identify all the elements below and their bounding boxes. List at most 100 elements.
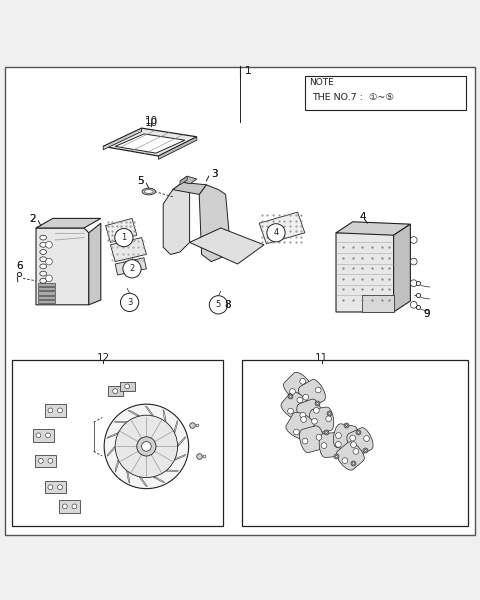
Circle shape bbox=[294, 429, 300, 435]
Polygon shape bbox=[178, 436, 185, 446]
Circle shape bbox=[336, 442, 341, 447]
Circle shape bbox=[115, 229, 133, 247]
Bar bbox=[35, 455, 56, 467]
Circle shape bbox=[300, 379, 306, 384]
Polygon shape bbox=[283, 372, 312, 401]
Circle shape bbox=[209, 296, 228, 314]
Bar bbox=[242, 360, 468, 526]
Ellipse shape bbox=[40, 264, 47, 269]
Text: 2: 2 bbox=[29, 214, 36, 224]
Text: 3: 3 bbox=[127, 298, 132, 307]
Circle shape bbox=[302, 438, 308, 444]
Circle shape bbox=[410, 280, 417, 287]
Circle shape bbox=[137, 437, 156, 456]
Circle shape bbox=[142, 442, 151, 451]
Circle shape bbox=[289, 389, 295, 394]
Circle shape bbox=[48, 485, 53, 490]
Polygon shape bbox=[154, 477, 165, 482]
Circle shape bbox=[321, 443, 327, 448]
Text: 10: 10 bbox=[144, 118, 158, 128]
Text: 5: 5 bbox=[137, 176, 144, 186]
Circle shape bbox=[72, 504, 77, 509]
Polygon shape bbox=[297, 399, 323, 427]
Text: 1: 1 bbox=[121, 233, 126, 242]
Polygon shape bbox=[259, 212, 305, 244]
Bar bbox=[38, 300, 55, 304]
Circle shape bbox=[46, 433, 50, 438]
Polygon shape bbox=[158, 137, 197, 160]
Text: 6: 6 bbox=[16, 262, 23, 271]
Text: 4: 4 bbox=[359, 212, 366, 223]
Polygon shape bbox=[36, 218, 101, 228]
Text: 2: 2 bbox=[29, 214, 36, 224]
Polygon shape bbox=[174, 421, 178, 433]
Circle shape bbox=[36, 433, 41, 438]
Ellipse shape bbox=[40, 235, 47, 240]
Circle shape bbox=[104, 404, 189, 488]
Circle shape bbox=[410, 258, 417, 265]
Circle shape bbox=[350, 435, 356, 441]
Circle shape bbox=[123, 260, 141, 278]
Circle shape bbox=[58, 485, 62, 490]
Polygon shape bbox=[175, 454, 186, 460]
Circle shape bbox=[315, 387, 321, 393]
Circle shape bbox=[113, 389, 118, 394]
Bar bbox=[33, 429, 54, 442]
Ellipse shape bbox=[40, 278, 47, 283]
Polygon shape bbox=[300, 426, 324, 452]
Polygon shape bbox=[108, 446, 115, 457]
Circle shape bbox=[48, 458, 53, 463]
Circle shape bbox=[353, 448, 359, 454]
Polygon shape bbox=[128, 410, 139, 416]
Polygon shape bbox=[115, 460, 119, 472]
Polygon shape bbox=[319, 433, 343, 458]
Bar bbox=[38, 283, 55, 286]
Polygon shape bbox=[106, 218, 137, 242]
Bar bbox=[45, 481, 66, 493]
Circle shape bbox=[48, 408, 53, 413]
Circle shape bbox=[125, 384, 130, 389]
Text: 11: 11 bbox=[315, 353, 328, 362]
Polygon shape bbox=[347, 428, 373, 455]
Polygon shape bbox=[336, 222, 410, 235]
Circle shape bbox=[288, 408, 293, 414]
Circle shape bbox=[410, 301, 417, 308]
Polygon shape bbox=[190, 228, 264, 264]
Text: 1: 1 bbox=[245, 65, 252, 76]
Text: 3: 3 bbox=[211, 169, 218, 179]
Bar bbox=[38, 292, 55, 295]
Circle shape bbox=[410, 236, 417, 244]
Bar bbox=[45, 404, 66, 416]
Text: 12: 12 bbox=[96, 353, 110, 362]
Text: 10: 10 bbox=[144, 116, 158, 127]
Polygon shape bbox=[281, 392, 310, 419]
Text: 4: 4 bbox=[274, 228, 278, 237]
Text: 6: 6 bbox=[16, 262, 23, 271]
Bar bbox=[59, 500, 80, 512]
Polygon shape bbox=[336, 232, 394, 312]
Text: 4: 4 bbox=[359, 212, 366, 223]
Circle shape bbox=[62, 504, 67, 509]
Ellipse shape bbox=[40, 250, 47, 254]
Polygon shape bbox=[107, 433, 118, 439]
Text: 9: 9 bbox=[423, 310, 430, 319]
Polygon shape bbox=[166, 470, 179, 472]
Polygon shape bbox=[310, 407, 334, 433]
Polygon shape bbox=[199, 185, 230, 262]
Text: NOTE: NOTE bbox=[310, 78, 335, 87]
Ellipse shape bbox=[142, 188, 156, 195]
Circle shape bbox=[300, 416, 306, 422]
Bar bbox=[12, 360, 223, 526]
Circle shape bbox=[120, 293, 139, 311]
FancyBboxPatch shape bbox=[5, 67, 475, 535]
Bar bbox=[38, 296, 55, 299]
Bar bbox=[120, 382, 135, 391]
Circle shape bbox=[46, 275, 52, 282]
Circle shape bbox=[300, 412, 306, 418]
Ellipse shape bbox=[40, 271, 47, 276]
Polygon shape bbox=[139, 477, 147, 487]
Ellipse shape bbox=[40, 242, 47, 247]
Text: 3: 3 bbox=[211, 169, 218, 179]
Polygon shape bbox=[103, 128, 197, 156]
Polygon shape bbox=[173, 182, 206, 194]
